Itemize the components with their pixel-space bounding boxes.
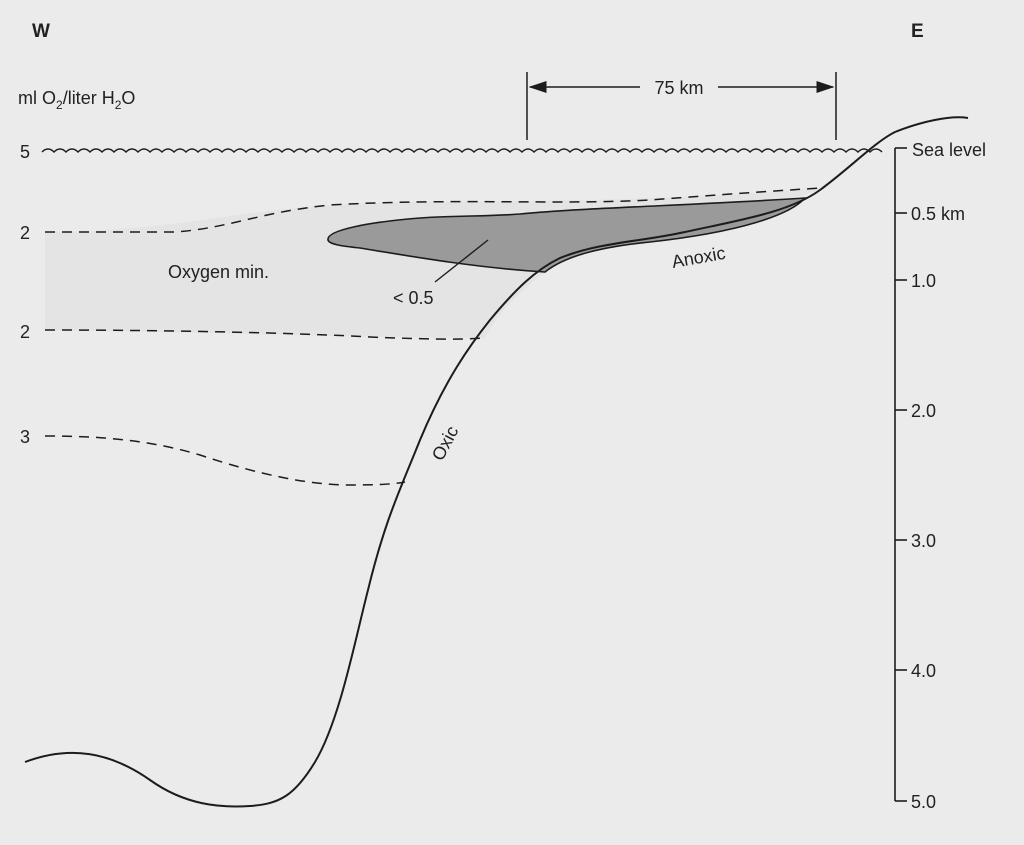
core-value-label: < 0.5 [393,288,434,308]
oxic-label: Oxic [428,423,463,464]
contour-upper-oxygen-min [45,187,821,233]
depth-sea-level-label: Sea level [912,140,986,160]
contour-deep [44,435,406,486]
oxygen-min-label: Oxygen min. [168,262,269,282]
depth-tick-5-0: 5.0 [911,792,936,812]
depth-tick-0-5: 0.5 km [911,204,965,224]
anoxic-label: Anoxic [670,243,727,272]
depth-tick-3-0: 3.0 [911,531,936,551]
distance-scale: 75 km [526,72,837,140]
oxygen-units-label: ml O2/liter H2O [18,88,135,112]
sea-surface-wave [41,148,883,154]
anoxic-core-region [327,197,807,273]
depth-tick-2-0: 2.0 [911,401,936,421]
seafloor-profile [24,116,969,808]
depth-tick-4-0: 4.0 [911,661,936,681]
core-value-leader-line [434,239,489,283]
distance-scale-label: 75 km [654,78,703,98]
contour-lower-oxygen-min [44,329,486,340]
east-label: E [911,21,924,42]
depth-tick-1-0: 1.0 [911,271,936,291]
depth-axis [894,147,907,802]
oxygen-value-upper: 2 [20,223,30,243]
west-label: W [32,21,50,42]
oxygen-value-deep: 3 [20,427,30,447]
oxygen-value-lower: 2 [20,322,30,342]
oxygen-value-sea-level: 5 [20,142,30,162]
